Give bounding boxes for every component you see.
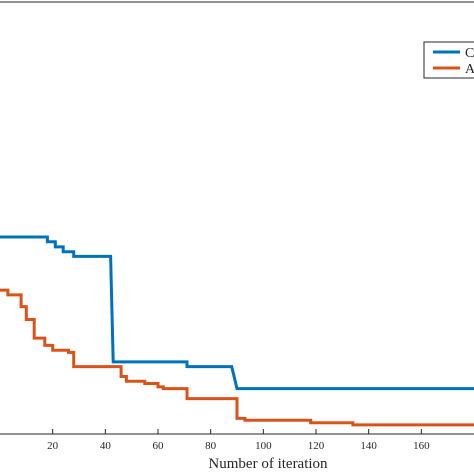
series-line-1 [0,235,474,391]
x-tick-label-80: 80 [205,440,217,452]
legend-box [423,41,474,79]
x-ticks: 20 40 60 80 100 120 140 160 [47,429,430,452]
series-layer [0,235,474,427]
x-tick-label-120: 120 [308,440,325,452]
x-axis-label: Number of iteration [208,456,328,472]
x-tick-label-140: 140 [360,440,377,452]
x-tick-label-40: 40 [100,440,112,452]
series-line-2 [0,288,474,427]
legend: CA [423,41,474,79]
x-tick-label-20: 20 [47,440,59,452]
x-tick-label-100: 100 [255,440,272,452]
plot-frame [0,1,474,435]
x-tick-label-60: 60 [153,440,165,452]
x-tick-label-160: 160 [413,440,430,452]
legend-label-2: A [465,62,474,77]
legend-label-1: C [465,46,474,61]
